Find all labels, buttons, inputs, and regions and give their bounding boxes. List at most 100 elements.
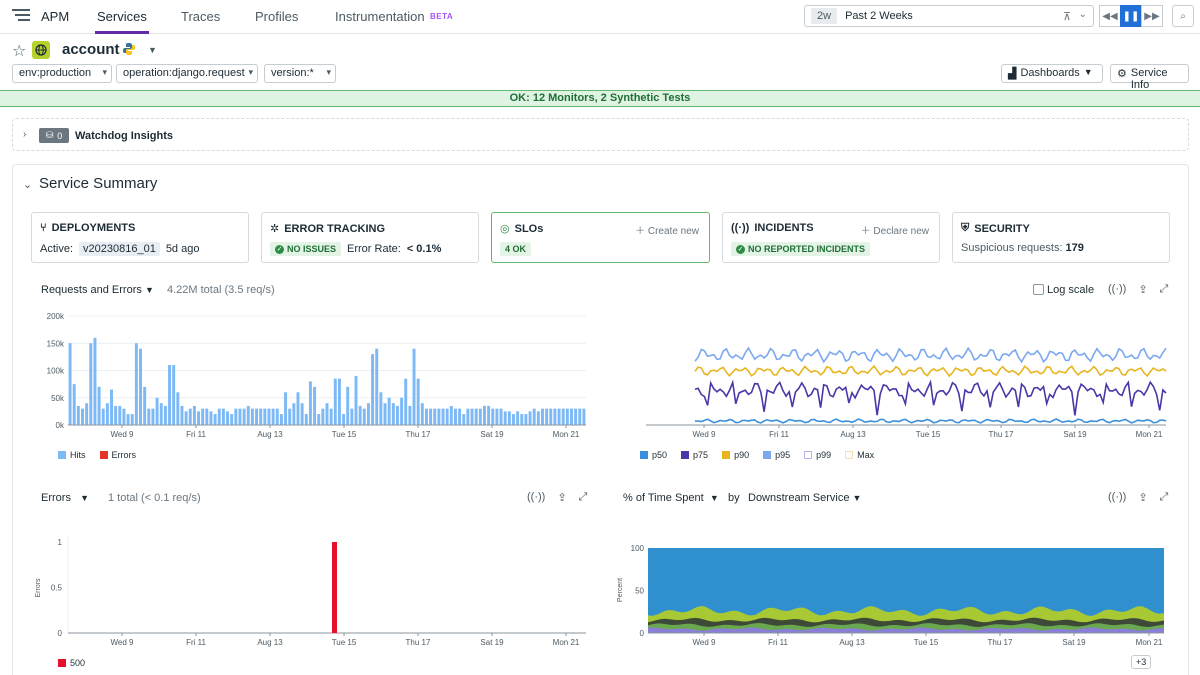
chevron-down-icon[interactable]: ⌄ xyxy=(23,179,33,191)
gear-icon: ⚙ xyxy=(1117,68,1127,80)
log-scale-toggle[interactable]: Log scale xyxy=(1033,284,1094,296)
alert-icon[interactable]: ((·)) xyxy=(1108,491,1127,503)
latency-chart[interactable]: Wed 9 Fri 11 Aug 13 Tue 15 Thu 17 Sat 19 Mon 2… xyxy=(640,300,1175,445)
hits-bar xyxy=(532,408,536,425)
tab-instrumentation[interactable]: Instrumentation xyxy=(335,9,425,24)
security-card[interactable]: ⛨ SECURITY Suspicious requests: 179 xyxy=(952,212,1170,263)
hits-bar xyxy=(337,378,341,425)
time-spent-widget-title[interactable]: % of Time Spent ▼ xyxy=(623,492,719,504)
legend-p95[interactable]: p95 xyxy=(763,450,790,460)
env-filter[interactable]: env:production xyxy=(12,64,112,83)
hits-bar xyxy=(234,408,238,425)
requests-chart[interactable]: 0k 50k 100k 150k 200k Wed 9 Fri 11 Aug 13 Tue 15… xyxy=(20,300,590,445)
legend-p90[interactable]: p90 xyxy=(722,450,749,460)
dashboards-label: Dashboards xyxy=(1020,67,1080,79)
hits-bar xyxy=(300,403,304,425)
hits-bar xyxy=(168,365,171,425)
errors-widget-title[interactable]: Errors ▼ xyxy=(41,492,90,504)
pin-icon[interactable]: ⊼ xyxy=(1062,11,1071,23)
y-tick-label: 0 xyxy=(58,629,63,638)
incidents-title: INCIDENTS xyxy=(754,222,814,234)
more-legend-button[interactable]: +3 xyxy=(1131,655,1152,669)
pause-button[interactable]: ❚❚ xyxy=(1120,5,1142,27)
watchdog-insights-panel[interactable]: › ⛁ 0 Watchdog Insights xyxy=(12,118,1189,151)
legend-hits[interactable]: Hits xyxy=(58,450,86,460)
hits-bar xyxy=(557,408,561,425)
x-tick-label: Wed 9 xyxy=(111,430,135,439)
error-tracking-card[interactable]: ✲ ERROR TRACKING ✓ NO ISSUES Error Rate: <… xyxy=(261,212,479,263)
hits-bar xyxy=(147,408,151,425)
expand-icon[interactable]: ⤢ xyxy=(578,491,588,503)
deployments-card[interactable]: ⑂ DEPLOYMENTS Active: v20230816_01 5d ago xyxy=(31,212,249,263)
service-info-button[interactable]: ⚙ Service Info xyxy=(1110,64,1189,91)
legend-p75[interactable]: p75 xyxy=(681,450,708,460)
hits-bar xyxy=(536,411,540,425)
x-tick-label: Mon 21 xyxy=(1136,430,1163,439)
alert-icon[interactable]: ((·)) xyxy=(1108,283,1127,295)
hits-bar xyxy=(122,408,126,425)
group-by-selector[interactable]: Downstream Service ▼ xyxy=(748,492,862,504)
dashboards-button[interactable]: ▟ Dashboards ▼ xyxy=(1001,64,1103,83)
tab-services[interactable]: Services xyxy=(95,9,149,34)
hits-bar xyxy=(466,408,470,425)
hits-bar xyxy=(139,348,142,425)
legend-p50[interactable]: p50 xyxy=(640,450,667,460)
alert-icon[interactable]: ((·)) xyxy=(527,491,546,503)
checkbox-icon[interactable] xyxy=(1033,284,1044,295)
legend-p99[interactable]: p99 xyxy=(804,450,831,460)
operation-filter[interactable]: operation:django.request xyxy=(116,64,258,83)
top-nav: APM Services Traces Profiles Instrumenta… xyxy=(0,0,1200,34)
x-tick-label: Fri 11 xyxy=(186,638,206,647)
slos-title: SLOs xyxy=(514,222,544,235)
expand-icon[interactable]: ⤢ xyxy=(1159,283,1169,295)
monitor-status-bar[interactable]: OK: 12 Monitors, 2 Synthetic Tests xyxy=(0,90,1200,107)
hits-bar xyxy=(350,408,354,425)
no-incidents-badge: ✓ NO REPORTED INCIDENTS xyxy=(731,242,871,256)
requests-widget-title[interactable]: Requests and Errors ▼ xyxy=(41,284,154,296)
p95-line xyxy=(694,346,1167,364)
chevron-down-icon[interactable]: ⌄ xyxy=(1078,9,1087,20)
tab-profiles[interactable]: Profiles xyxy=(255,9,299,24)
hits-bar xyxy=(213,414,217,425)
legend-max[interactable]: Max xyxy=(845,450,874,460)
errors-chart[interactable]: 0 0.5 1 Errors Wed 9 Fri 11 Aug 13 Tue 15 Thu 17… xyxy=(20,510,590,650)
legend-500[interactable]: 500 xyxy=(58,658,85,668)
hits-bar xyxy=(230,414,234,425)
zoom-search-button[interactable]: ⌕ xyxy=(1172,5,1194,27)
version-filter[interactable]: version:* xyxy=(264,64,336,83)
chevron-right-icon[interactable]: › xyxy=(23,129,27,140)
slos-card[interactable]: ◎ SLOs ＋ Create new 4 OK xyxy=(491,212,710,263)
hits-bar xyxy=(308,381,312,425)
export-icon[interactable]: ⇪ xyxy=(557,492,567,504)
y-tick-label: 0k xyxy=(56,421,65,430)
rewind-button[interactable]: ◀◀ xyxy=(1099,5,1121,27)
expand-icon[interactable]: ⤢ xyxy=(1159,491,1169,503)
incidents-card[interactable]: ((·)) INCIDENTS ＋ Declare new ✓ NO REPORTE… xyxy=(722,212,940,263)
service-chevron-down-icon[interactable]: ▼ xyxy=(148,45,157,55)
service-name: account xyxy=(62,41,120,58)
y-tick-label: 100k xyxy=(47,367,65,376)
tab-traces[interactable]: Traces xyxy=(181,9,221,24)
apm-link[interactable]: APM xyxy=(41,9,70,24)
x-tick-label: Fri 11 xyxy=(768,638,788,647)
slo-ok-badge: 4 OK xyxy=(500,242,532,256)
forward-button[interactable]: ▶▶ xyxy=(1141,5,1163,27)
active-version[interactable]: v20230816_01 xyxy=(79,242,160,256)
export-icon[interactable]: ⇪ xyxy=(1138,284,1148,296)
legend-errors[interactable]: Errors xyxy=(99,450,136,460)
declare-incident-link[interactable]: ＋ Declare new xyxy=(860,226,929,237)
hits-bar xyxy=(151,408,155,425)
time-spent-chart[interactable]: 0 50 100 Percent Wed 9 Fri 11 Aug 13 Tue 15 Thu … xyxy=(612,510,1172,650)
export-icon[interactable]: ⇪ xyxy=(1138,492,1148,504)
hits-bar xyxy=(462,414,466,425)
incident-icon: ((·)) xyxy=(731,222,750,234)
hits-bar xyxy=(362,408,366,425)
chevron-down-icon: ▼ xyxy=(852,493,862,503)
menu-icon[interactable] xyxy=(12,9,30,23)
hits-bar xyxy=(279,414,283,425)
create-slo-link[interactable]: ＋ Create new xyxy=(635,226,699,237)
favorite-star-icon[interactable]: ☆ xyxy=(12,43,27,60)
x-tick-label: Aug 13 xyxy=(839,638,865,647)
hits-bar xyxy=(250,408,254,425)
time-range-selector[interactable]: 2w Past 2 Weeks ⊼ ⌄ xyxy=(804,5,1094,27)
